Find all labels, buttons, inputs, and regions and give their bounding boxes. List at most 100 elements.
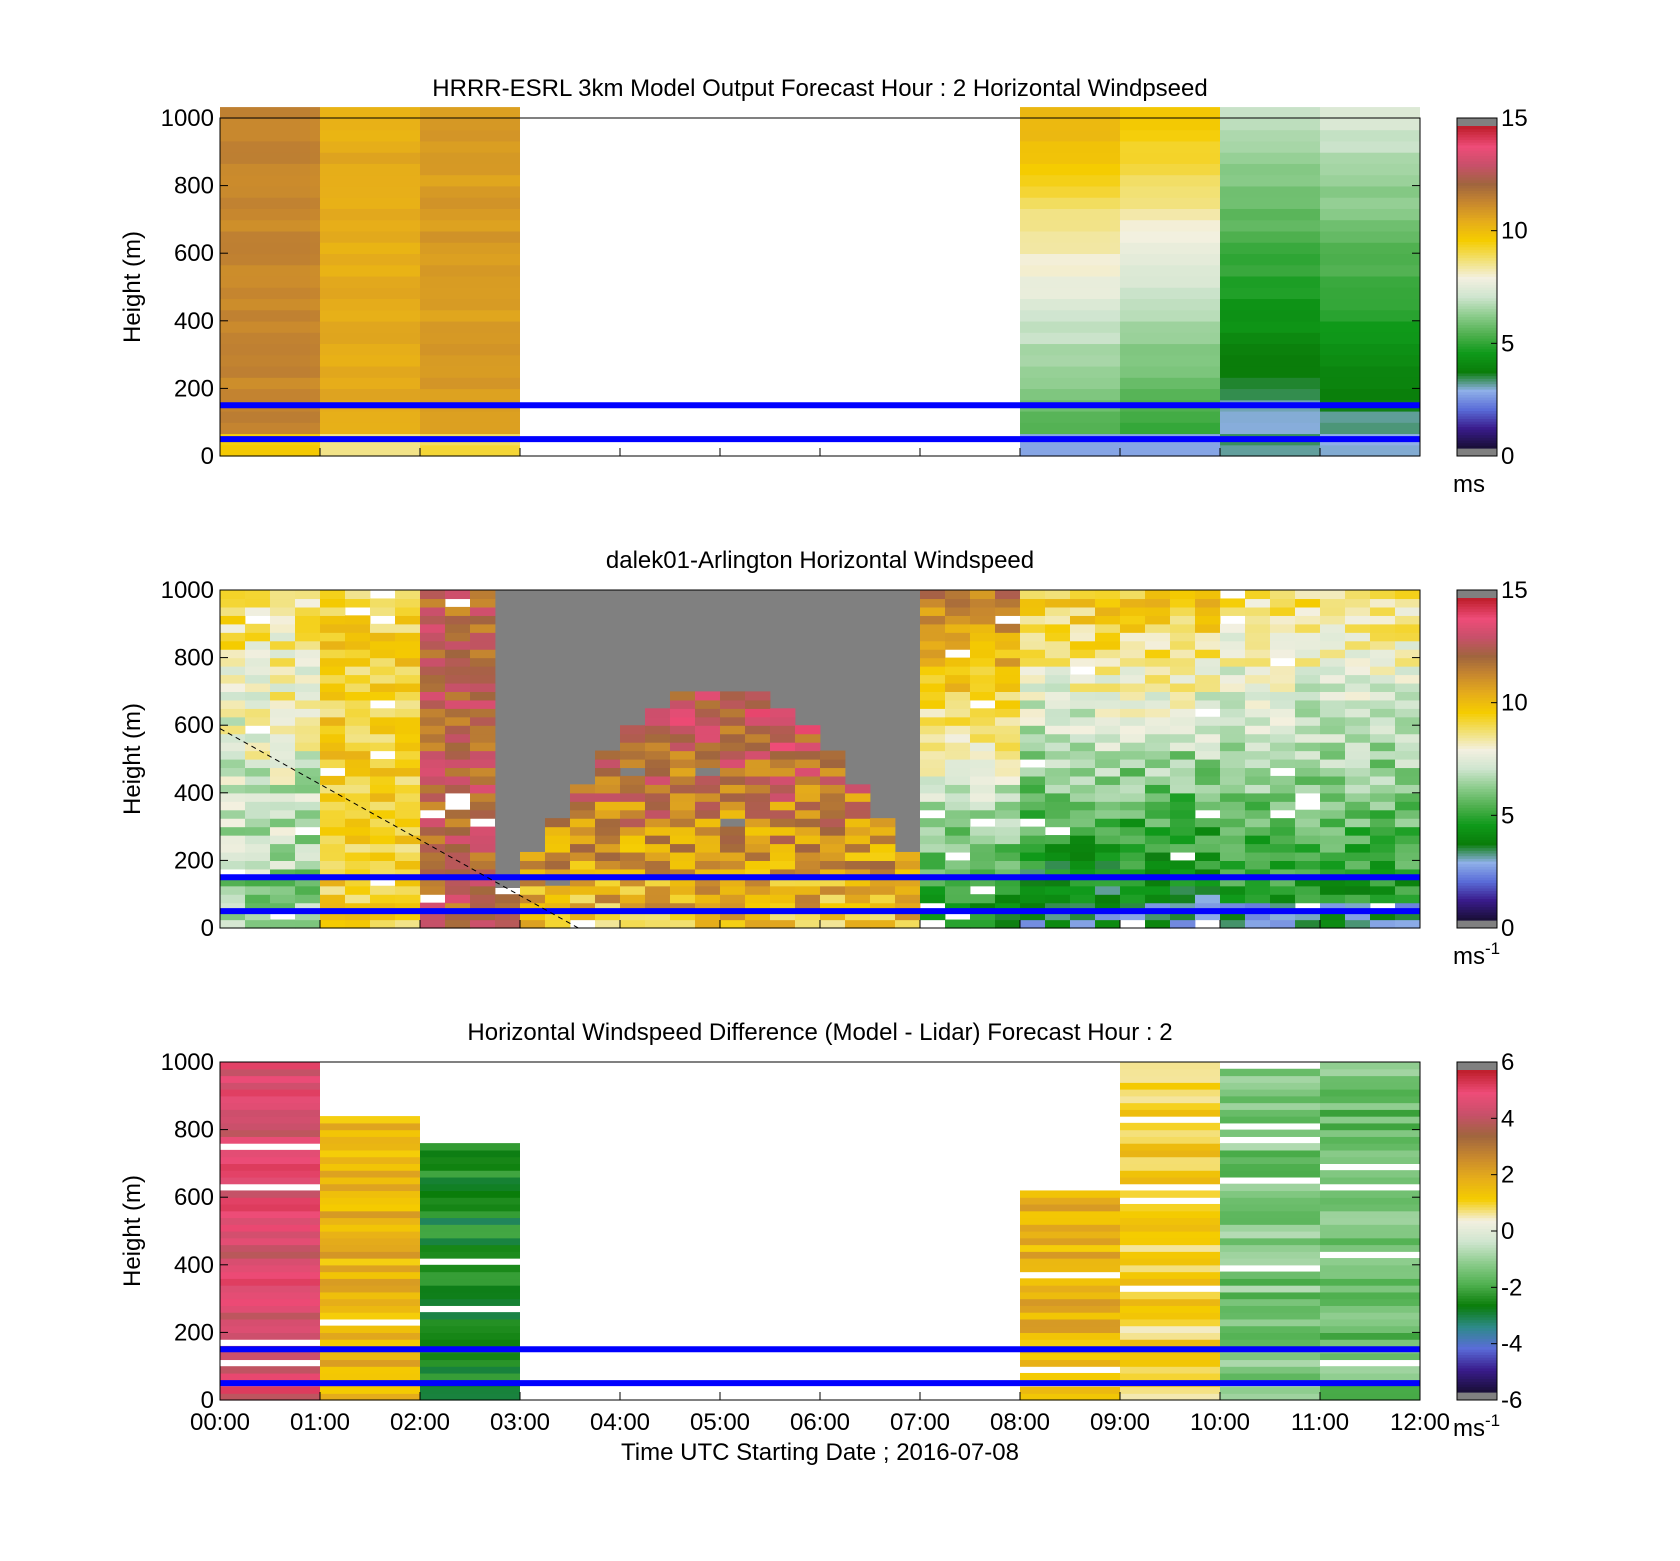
heatmap-cell [1220,298,1320,311]
heatmap-cell [1020,699,1046,709]
heatmap-cell [1120,1305,1220,1313]
heatmap-cell [1245,708,1271,718]
heatmap-cell [895,851,921,861]
colorbar-swatch [1457,1249,1497,1254]
heatmap-cell [1120,843,1146,853]
heatmap-cell [970,843,996,853]
heatmap-cell [1320,1318,1420,1327]
heatmap-cell [1220,682,1246,692]
heatmap-cell [795,801,821,811]
heatmap-cell [345,759,371,769]
heatmap-cell [220,1264,320,1273]
heatmap-cell [695,826,721,836]
heatmap-cell [320,1339,420,1347]
plot-area-border [219,1061,1421,1401]
heatmap-cell [395,902,421,912]
heatmap-cell [720,851,746,861]
heatmap-cell [820,860,846,870]
colorbar-swatch [1457,686,1497,690]
heatmap-cell [320,1244,420,1252]
heatmap-cell [1320,894,1346,904]
heatmap-cell [1345,623,1371,633]
heatmap-cell [1120,1231,1220,1239]
colorbar-swatch [1457,179,1497,183]
heatmap-cell [970,590,996,600]
heatmap-cell [1295,590,1321,600]
heatmap-cell [320,877,346,887]
colorbar-swatch [1457,630,1497,634]
heatmap-cell [1020,1312,1120,1320]
heatmap-cell [1045,674,1071,684]
heatmap-cell [420,152,520,164]
heatmap-cell [220,767,246,777]
colorbar-swatch [1457,675,1497,680]
heatmap-cell [420,851,446,861]
colorbar-swatch [1457,852,1497,857]
heatmap-cell [645,767,671,777]
heatmap-cell [945,606,971,616]
heatmap-cell [945,759,971,769]
heatmap-cell [995,750,1021,760]
heatmap-cell [1220,775,1246,785]
colorbar-swatch [1457,1341,1497,1345]
heatmap-cell [720,792,746,802]
heatmap-cell [470,877,496,887]
heatmap-cell [1120,902,1146,912]
heatmap-cell [945,902,971,912]
heatmap-cell [1020,332,1120,345]
heatmap-cell [1395,792,1421,802]
heatmap-cell [1320,851,1346,861]
heatmap-cell [1020,1393,1120,1401]
heatmap-cell [320,1224,420,1232]
heatmap-cell [720,699,746,709]
heatmap-cell [945,598,971,608]
heatmap-cell [1120,598,1146,608]
heatmap-cell [320,1305,420,1313]
colorbar-swatch [1457,1324,1497,1329]
heatmap-cell [395,868,421,878]
heatmap-cell [970,868,996,878]
heatmap-cell [645,733,671,743]
heatmap-cell [1270,877,1296,887]
colorbar-tick-label: 6 [1501,1049,1514,1076]
heatmap-cell [570,885,596,895]
heatmap-cell [1245,851,1271,861]
heatmap-cell [1220,1386,1320,1394]
heatmap-cell [1120,1237,1220,1246]
heatmap-cell [1295,767,1321,777]
heatmap-cell [1395,733,1421,743]
colorbar-swatch [1457,249,1497,253]
colorbar-swatch [1457,753,1497,757]
heatmap-cell [520,919,546,929]
colorbar-swatch [1457,1086,1497,1090]
heatmap-cell [1320,264,1420,277]
heatmap-cell [1045,691,1071,701]
heatmap-cell [1270,666,1296,676]
heatmap-cell [1020,1298,1120,1306]
colorbar-swatch [1457,775,1497,779]
heatmap-cell [1320,1305,1420,1313]
heatmap-cell [1020,1244,1120,1252]
heatmap-cell [370,792,396,802]
colorbar-swatch [1457,431,1497,436]
heatmap-cell [670,691,696,701]
heatmap-cell [595,851,621,861]
heatmap-cell [395,750,421,760]
heatmap-cell [795,809,821,819]
heatmap-cell [770,725,796,735]
heatmap-cell [1070,885,1096,895]
heatmap-cell [1120,264,1220,277]
heatmap-cell [245,868,271,878]
heatmap-cell [1395,649,1421,659]
heatmap-cell [445,632,471,642]
heatmap-cell [1070,911,1096,921]
colorbar-swatch [1457,608,1497,613]
heatmap-cell [1320,1122,1420,1131]
heatmap-cell [1120,388,1220,401]
heatmap-cell [1345,860,1371,870]
heatmap-cell [795,742,821,752]
heatmap-cell [1145,792,1171,802]
heatmap-cell [1270,911,1296,921]
heatmap-cell [1220,809,1246,819]
heatmap-cell [220,775,246,785]
